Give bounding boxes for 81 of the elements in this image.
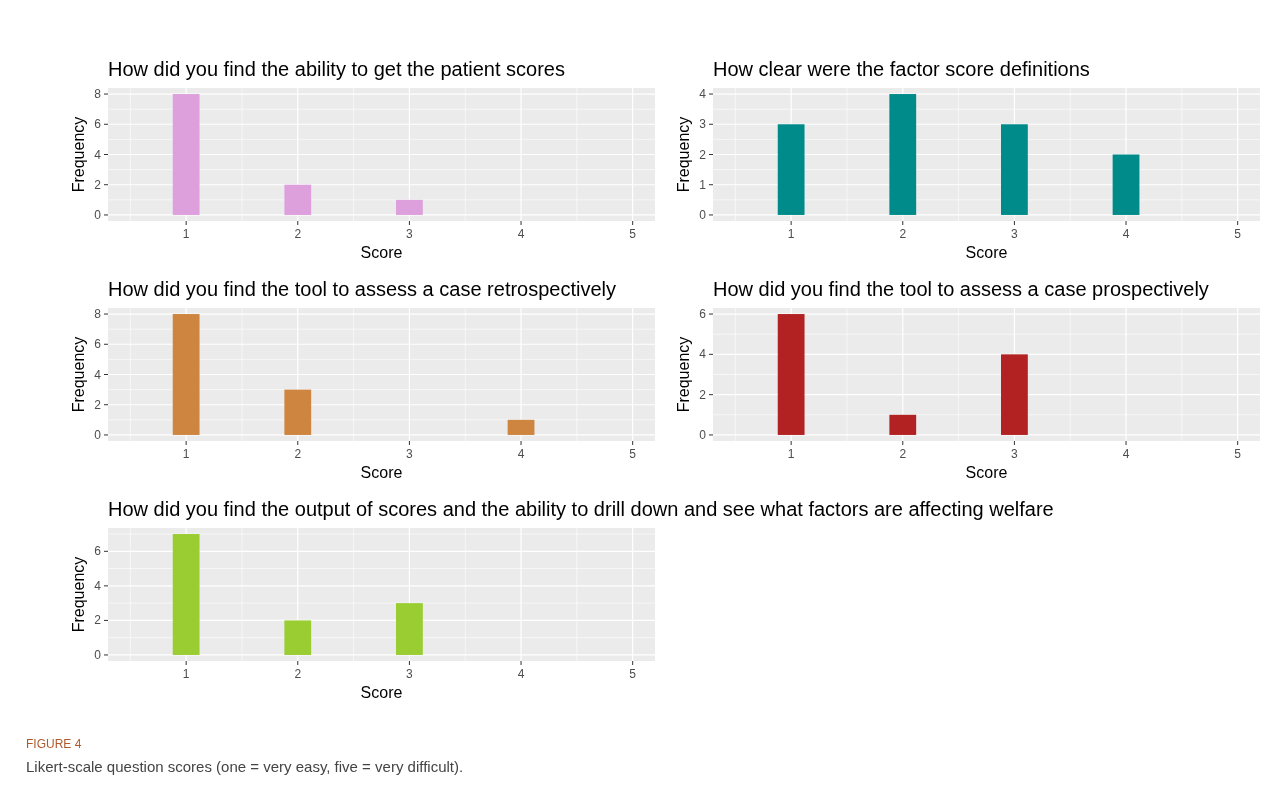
y-tick-label: 2 [699, 387, 707, 402]
bar [172, 314, 200, 435]
x-tick-label: 1 [182, 667, 190, 681]
x-tick-label: 2 [294, 227, 302, 241]
x-tick-label: 2 [899, 227, 907, 241]
x-tick-label: 3 [406, 447, 414, 461]
x-axis-title: Score [965, 244, 1008, 261]
text: Likert-scale question scores (one = very easy, five = very difficult). [26, 758, 464, 775]
y-tick-label: 4 [94, 147, 102, 162]
bar [284, 620, 312, 655]
bar [1001, 354, 1028, 435]
y-tick-label: 4 [699, 347, 707, 362]
bar [777, 314, 805, 435]
y-tick-label: 4 [94, 578, 102, 593]
y-tick-label: 6 [94, 117, 102, 132]
x-tick-label: 2 [899, 447, 907, 461]
x-axis-title: Score [360, 464, 403, 481]
x-tick-label: 5 [629, 667, 637, 681]
x-tick-label: 5 [629, 227, 637, 241]
y-tick-label: 0 [699, 427, 707, 442]
y-axis-title: Frequency [70, 336, 87, 413]
y-tick-label: 4 [699, 87, 707, 102]
y-tick-label: 0 [94, 427, 102, 442]
y-tick-label: 0 [94, 207, 102, 222]
bar [284, 184, 312, 215]
y-tick-label: 6 [94, 544, 102, 559]
x-tick-label: 1 [182, 227, 190, 241]
bar [889, 414, 917, 435]
x-tick-label: 4 [517, 667, 525, 681]
x-tick-label: 3 [1011, 227, 1019, 241]
y-tick-label: 4 [94, 367, 102, 382]
chart-title: How did you find the tool to assess a case prospectively [713, 278, 1209, 300]
x-tick-label: 1 [787, 227, 795, 241]
x-axis-title: Score [360, 244, 403, 261]
x-tick-label: 1 [787, 447, 795, 461]
x-tick-label: 2 [294, 447, 302, 461]
y-tick-label: 2 [699, 147, 707, 162]
x-tick-label: 5 [1234, 447, 1242, 461]
y-tick-label: 8 [94, 307, 102, 322]
bar [172, 94, 200, 215]
chart-title: How did you find the ability to get the patient scores [108, 58, 565, 80]
x-tick-label: 1 [182, 447, 190, 461]
x-tick-label: 4 [1122, 447, 1130, 461]
x-tick-label: 3 [406, 227, 414, 241]
chart-title: How did you find the tool to assess a case retrospectively [108, 278, 617, 300]
bar [396, 603, 423, 655]
y-tick-label: 6 [699, 307, 707, 322]
bar [507, 419, 535, 435]
bar [284, 389, 312, 435]
x-tick-label: 4 [517, 227, 525, 241]
x-tick-label: 5 [629, 447, 637, 461]
y-tick-label: 1 [699, 177, 707, 192]
x-axis-title: Score [965, 464, 1008, 481]
x-tick-label: 3 [406, 667, 414, 681]
text: FIGURE 4 [26, 737, 82, 751]
y-tick-label: 2 [94, 397, 102, 412]
chart-title: How did you find the output of scores and the ability to drill down and see what factors are affecting welfare [108, 498, 1054, 520]
y-tick-label: 2 [94, 177, 102, 192]
x-tick-label: 2 [294, 667, 302, 681]
bar [889, 94, 917, 215]
x-tick-label: 4 [1122, 227, 1130, 241]
y-tick-label: 0 [94, 647, 102, 662]
bar [777, 124, 805, 215]
y-axis-title: Frequency [70, 116, 87, 193]
bar [1112, 154, 1140, 215]
y-tick-label: 0 [699, 207, 707, 222]
x-tick-label: 5 [1234, 227, 1242, 241]
x-axis-title: Score [360, 684, 403, 701]
chart-title: How clear were the factor score definitions [713, 58, 1090, 80]
y-axis-title: Frequency [675, 116, 692, 193]
bar [396, 199, 423, 215]
y-tick-label: 2 [94, 613, 102, 628]
y-tick-label: 3 [699, 117, 707, 132]
x-tick-label: 4 [517, 447, 525, 461]
y-axis-title: Frequency [675, 336, 692, 413]
x-tick-label: 3 [1011, 447, 1019, 461]
y-tick-label: 8 [94, 87, 102, 102]
y-tick-label: 6 [94, 337, 102, 352]
bar [172, 534, 200, 655]
bar [1001, 124, 1028, 215]
y-axis-title: Frequency [70, 556, 87, 633]
